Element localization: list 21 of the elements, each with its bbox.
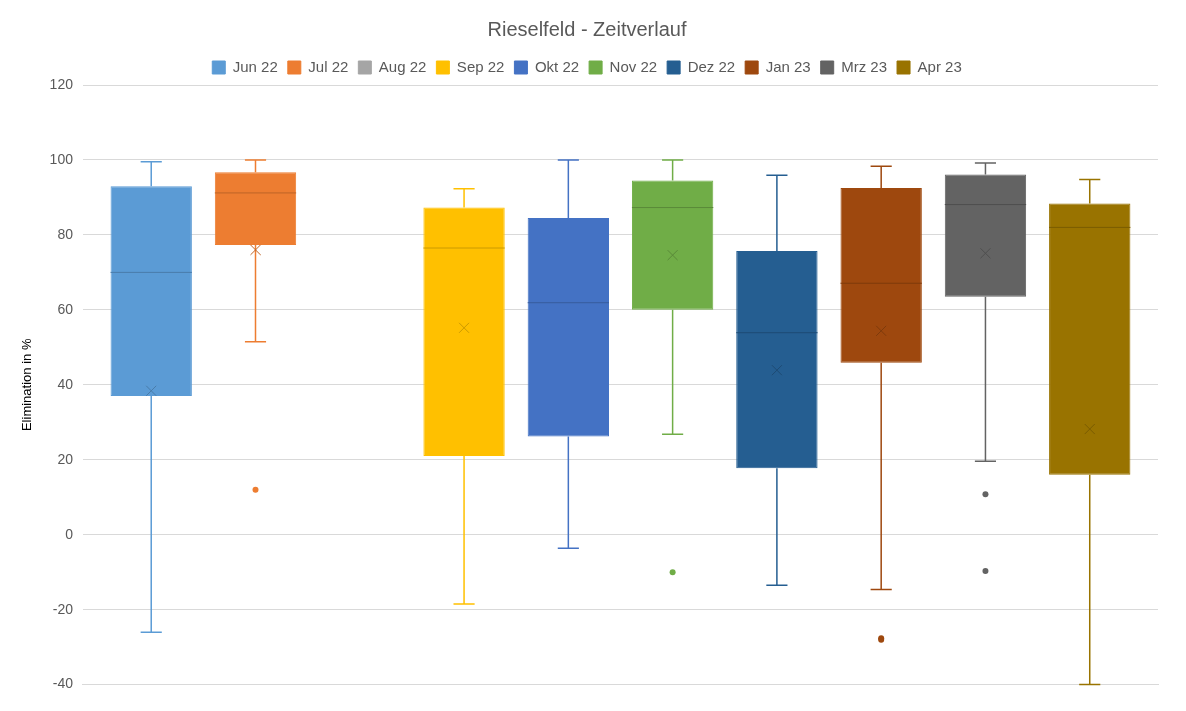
y-tick-label: 60 xyxy=(57,300,74,317)
legend-label: Aug 22 xyxy=(378,57,427,75)
y-tick-label: 20 xyxy=(57,450,74,467)
legend-label: Apr 23 xyxy=(917,57,962,75)
y-tick-label: 0 xyxy=(65,525,74,542)
legend-label: Okt 22 xyxy=(534,57,580,75)
y-tick-label: 100 xyxy=(49,150,74,167)
legend-label: Dez 22 xyxy=(687,57,736,75)
chart-title: Rieselfeld - Zeitverlauf xyxy=(487,17,687,40)
y-tick-label: 40 xyxy=(57,375,74,392)
y-tick-label: -20 xyxy=(52,600,74,617)
legend-label: Jun 22 xyxy=(232,57,278,75)
y-tick-label: -40 xyxy=(52,675,74,692)
legend-label: Jul 22 xyxy=(308,57,349,75)
y-tick-label: 80 xyxy=(57,225,74,242)
legend-label: Jan 23 xyxy=(765,57,811,75)
y-axis-title: Elimination in % xyxy=(19,338,35,432)
legend-label: Sep 22 xyxy=(456,57,505,75)
y-tick-label: 120 xyxy=(49,75,74,92)
legend-label: Mrz 23 xyxy=(841,57,888,75)
legend-label: Nov 22 xyxy=(609,57,658,75)
